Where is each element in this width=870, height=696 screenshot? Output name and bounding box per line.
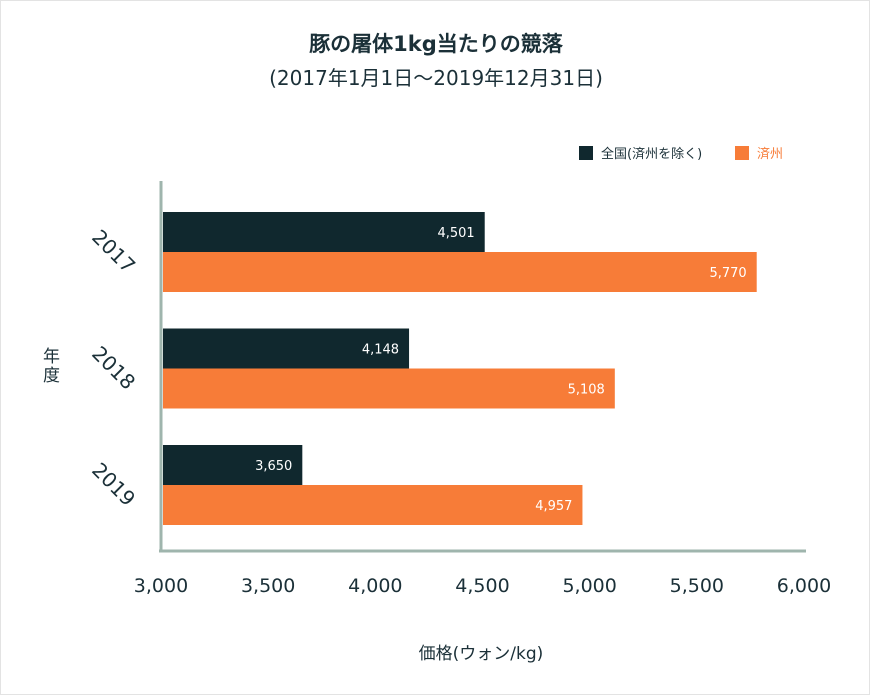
legend-label-national: 全国(済州を除く) [601, 146, 702, 162]
x-tick-label: 6,000 [777, 575, 831, 597]
data-label-jeju-2019: 4,957 [535, 499, 572, 514]
plot-area: 4,501 5,770 4,148 5,108 3,650 4,957 [163, 212, 757, 525]
data-label-national-2018: 4,148 [362, 343, 399, 358]
data-label-jeju-2017: 5,770 [709, 266, 746, 281]
x-tick-label: 3,500 [241, 575, 295, 597]
data-label-jeju-2018: 5,108 [568, 383, 605, 398]
legend-swatch-jeju [735, 146, 749, 160]
data-label-national-2017: 4,501 [437, 226, 474, 241]
y-axis-label: 年度 [39, 347, 60, 385]
x-tick-label: 4,500 [455, 575, 509, 597]
legend-label-jeju: 済州 [757, 146, 783, 162]
bar-jeju-2018 [163, 368, 615, 409]
x-tick-label: 4,000 [348, 575, 402, 597]
y-tick-label: 2019 [87, 458, 140, 511]
x-tick-label: 5,000 [562, 575, 616, 597]
bar-national-2017 [163, 212, 485, 252]
bar-jeju-2019 [163, 485, 583, 525]
x-tick-labels: 3,000 3,500 4,000 4,500 5,000 5,500 6,000 [134, 575, 831, 597]
y-tick-label: 2017 [87, 225, 140, 278]
data-label-national-2019: 3,650 [255, 459, 292, 474]
chart-subtitle: (2017年1月1日〜2019年12月31日) [269, 66, 603, 90]
y-tick-label: 2018 [87, 341, 140, 394]
legend-swatch-national [579, 146, 593, 160]
x-axis-label: 価格(ウォン/kg) [419, 644, 544, 664]
x-tick-label: 3,000 [134, 575, 188, 597]
legend: 全国(済州を除く) 済州 [579, 146, 783, 162]
chart-title: 豚の屠体1kg当たりの競落 [309, 32, 564, 56]
bar-jeju-2017 [163, 252, 757, 292]
x-tick-label: 5,500 [670, 575, 724, 597]
bar-national-2019 [163, 445, 303, 485]
bar-national-2018 [163, 328, 410, 369]
y-tick-labels: 2017 2018 2019 [87, 225, 140, 511]
